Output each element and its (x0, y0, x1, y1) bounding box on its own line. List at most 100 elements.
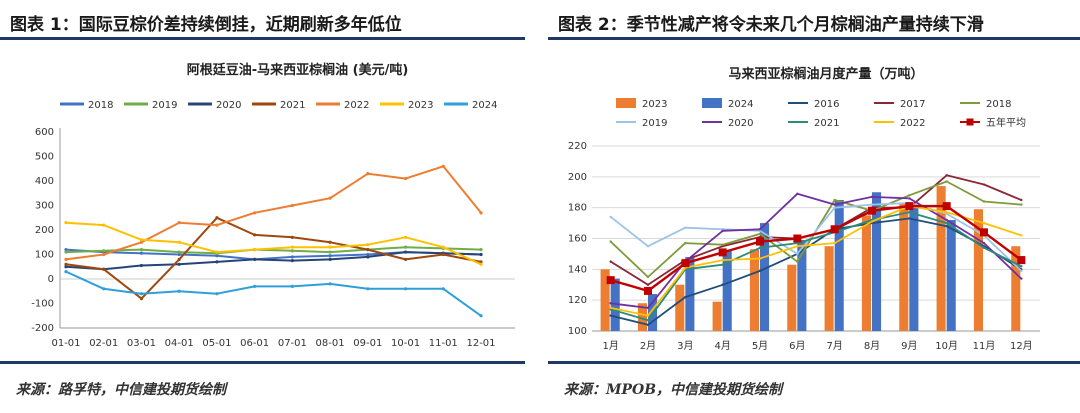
data-point-2016 (908, 217, 911, 220)
legend-label-2020: 2020 (216, 100, 241, 111)
data-point-2022 (441, 164, 445, 168)
y-tick-label: 400 (35, 176, 54, 187)
legend-label-avg: 五年平均 (986, 116, 1026, 129)
data-point-2023 (64, 221, 68, 225)
x-tick-label: 11-01 (429, 338, 458, 349)
legend-label-2020: 2020 (728, 118, 753, 129)
data-point-2020 (1020, 277, 1023, 280)
data-point-2021 (139, 297, 144, 301)
data-point-2020 (945, 218, 948, 222)
data-point-2021 (479, 260, 483, 264)
data-point-avg (718, 248, 727, 257)
figure-1-source: 来源：路孚特，中信建投期货绘制 (16, 382, 226, 398)
data-point-2022 (328, 196, 332, 200)
bar-2023 (824, 246, 834, 331)
y-tick-label: 0 (48, 274, 54, 285)
data-point-2017 (758, 235, 762, 239)
data-point-2019 (796, 252, 799, 256)
data-point-2016 (758, 269, 762, 273)
data-point-2021 (721, 263, 724, 266)
data-point-2021 (328, 240, 332, 244)
data-point-2018 (758, 232, 762, 236)
series-line-2022 (65, 165, 482, 261)
chart-title: 阿根廷豆油-马来西亚棕榈油 (美元/吨) (187, 62, 409, 78)
footer-rule (0, 361, 525, 364)
data-point-2020 (758, 228, 762, 231)
data-point-2020 (479, 252, 483, 257)
data-point-2017 (945, 174, 948, 177)
data-point-2020 (177, 262, 181, 266)
data-point-2023 (215, 250, 219, 254)
series-line-2022 (610, 205, 1022, 317)
x-tick-label: 08-01 (316, 338, 345, 349)
bar-2023 (675, 284, 685, 331)
legend-label-2023: 2023 (642, 99, 667, 110)
data-point-2023 (290, 245, 294, 249)
x-tick-label: 8月 (864, 340, 880, 352)
data-point-2020 (64, 265, 68, 269)
legend-label-2016: 2016 (814, 99, 839, 110)
x-tick-label: 1月 (602, 340, 618, 352)
data-point-2024 (403, 287, 408, 291)
data-point-2019 (328, 250, 332, 254)
data-point-2019 (177, 250, 181, 254)
x-tick-label: 11月 (973, 340, 996, 352)
x-tick-label: 06-01 (240, 338, 269, 349)
data-point-2021 (177, 257, 181, 261)
data-point-2024 (64, 270, 68, 274)
data-point-2016 (684, 295, 687, 299)
data-point-2018 (982, 200, 986, 203)
data-point-2024 (290, 284, 294, 288)
y-tick-label: 120 (568, 295, 587, 306)
x-tick-label: 3月 (677, 340, 693, 352)
y-tick-label: 200 (35, 225, 54, 236)
y-tick-label: 500 (35, 152, 54, 163)
data-point-2023 (479, 262, 483, 266)
data-point-2023 (102, 223, 106, 227)
bar-2023 (861, 215, 871, 331)
x-tick-label: 2月 (640, 340, 656, 352)
data-point-2023 (177, 240, 181, 244)
data-point-2022 (870, 220, 874, 223)
data-point-2018 (646, 275, 650, 279)
data-point-2018 (684, 241, 687, 245)
legend-marker-avg (966, 118, 974, 126)
legend-label-2021: 2021 (814, 118, 839, 129)
y-tick-label: 300 (35, 201, 54, 212)
series-line-avg (610, 204, 1023, 293)
data-point-2024 (139, 292, 144, 296)
data-point-2022 (684, 266, 687, 269)
data-point-2022 (102, 252, 106, 257)
data-point-2024 (102, 287, 106, 291)
data-point-2023 (441, 245, 445, 249)
data-point-avg (830, 225, 839, 234)
data-point-2018 (290, 255, 294, 259)
data-point-2023 (403, 235, 408, 239)
data-point-avg (644, 286, 652, 295)
legend-label-2022: 2022 (344, 100, 369, 111)
data-point-avg (942, 202, 951, 211)
data-point-2020 (328, 257, 332, 261)
series-line-2020 (65, 251, 482, 271)
series-line-2023 (65, 221, 482, 266)
data-point-2019 (290, 249, 294, 253)
x-tick-label: 05-01 (202, 338, 231, 349)
data-point-2021 (796, 241, 799, 245)
data-point-avg (980, 228, 988, 237)
data-point-2017 (646, 283, 650, 286)
bar-2024 (872, 192, 882, 331)
data-point-2016 (609, 314, 612, 317)
footer-rule (548, 361, 1080, 364)
data-point-avg (793, 234, 802, 243)
legend-label-2024: 2024 (728, 99, 753, 110)
data-point-2022 (758, 257, 762, 260)
data-point-2018 (945, 180, 948, 183)
data-point-2019 (403, 245, 408, 249)
data-point-2022 (945, 211, 948, 214)
data-point-2020 (366, 255, 370, 259)
x-tick-label: 12月 (1010, 340, 1033, 352)
chart-title: 马来西亚棕榈油月度产量（万吨） (728, 66, 923, 82)
figure-2: 图表 2：季节性减产将令未来几个月棕榈油产量持续下滑 马来西亚棕榈油月度产量（万… (548, 0, 1080, 413)
bar-2024 (834, 199, 844, 331)
data-point-2022 (721, 258, 724, 262)
